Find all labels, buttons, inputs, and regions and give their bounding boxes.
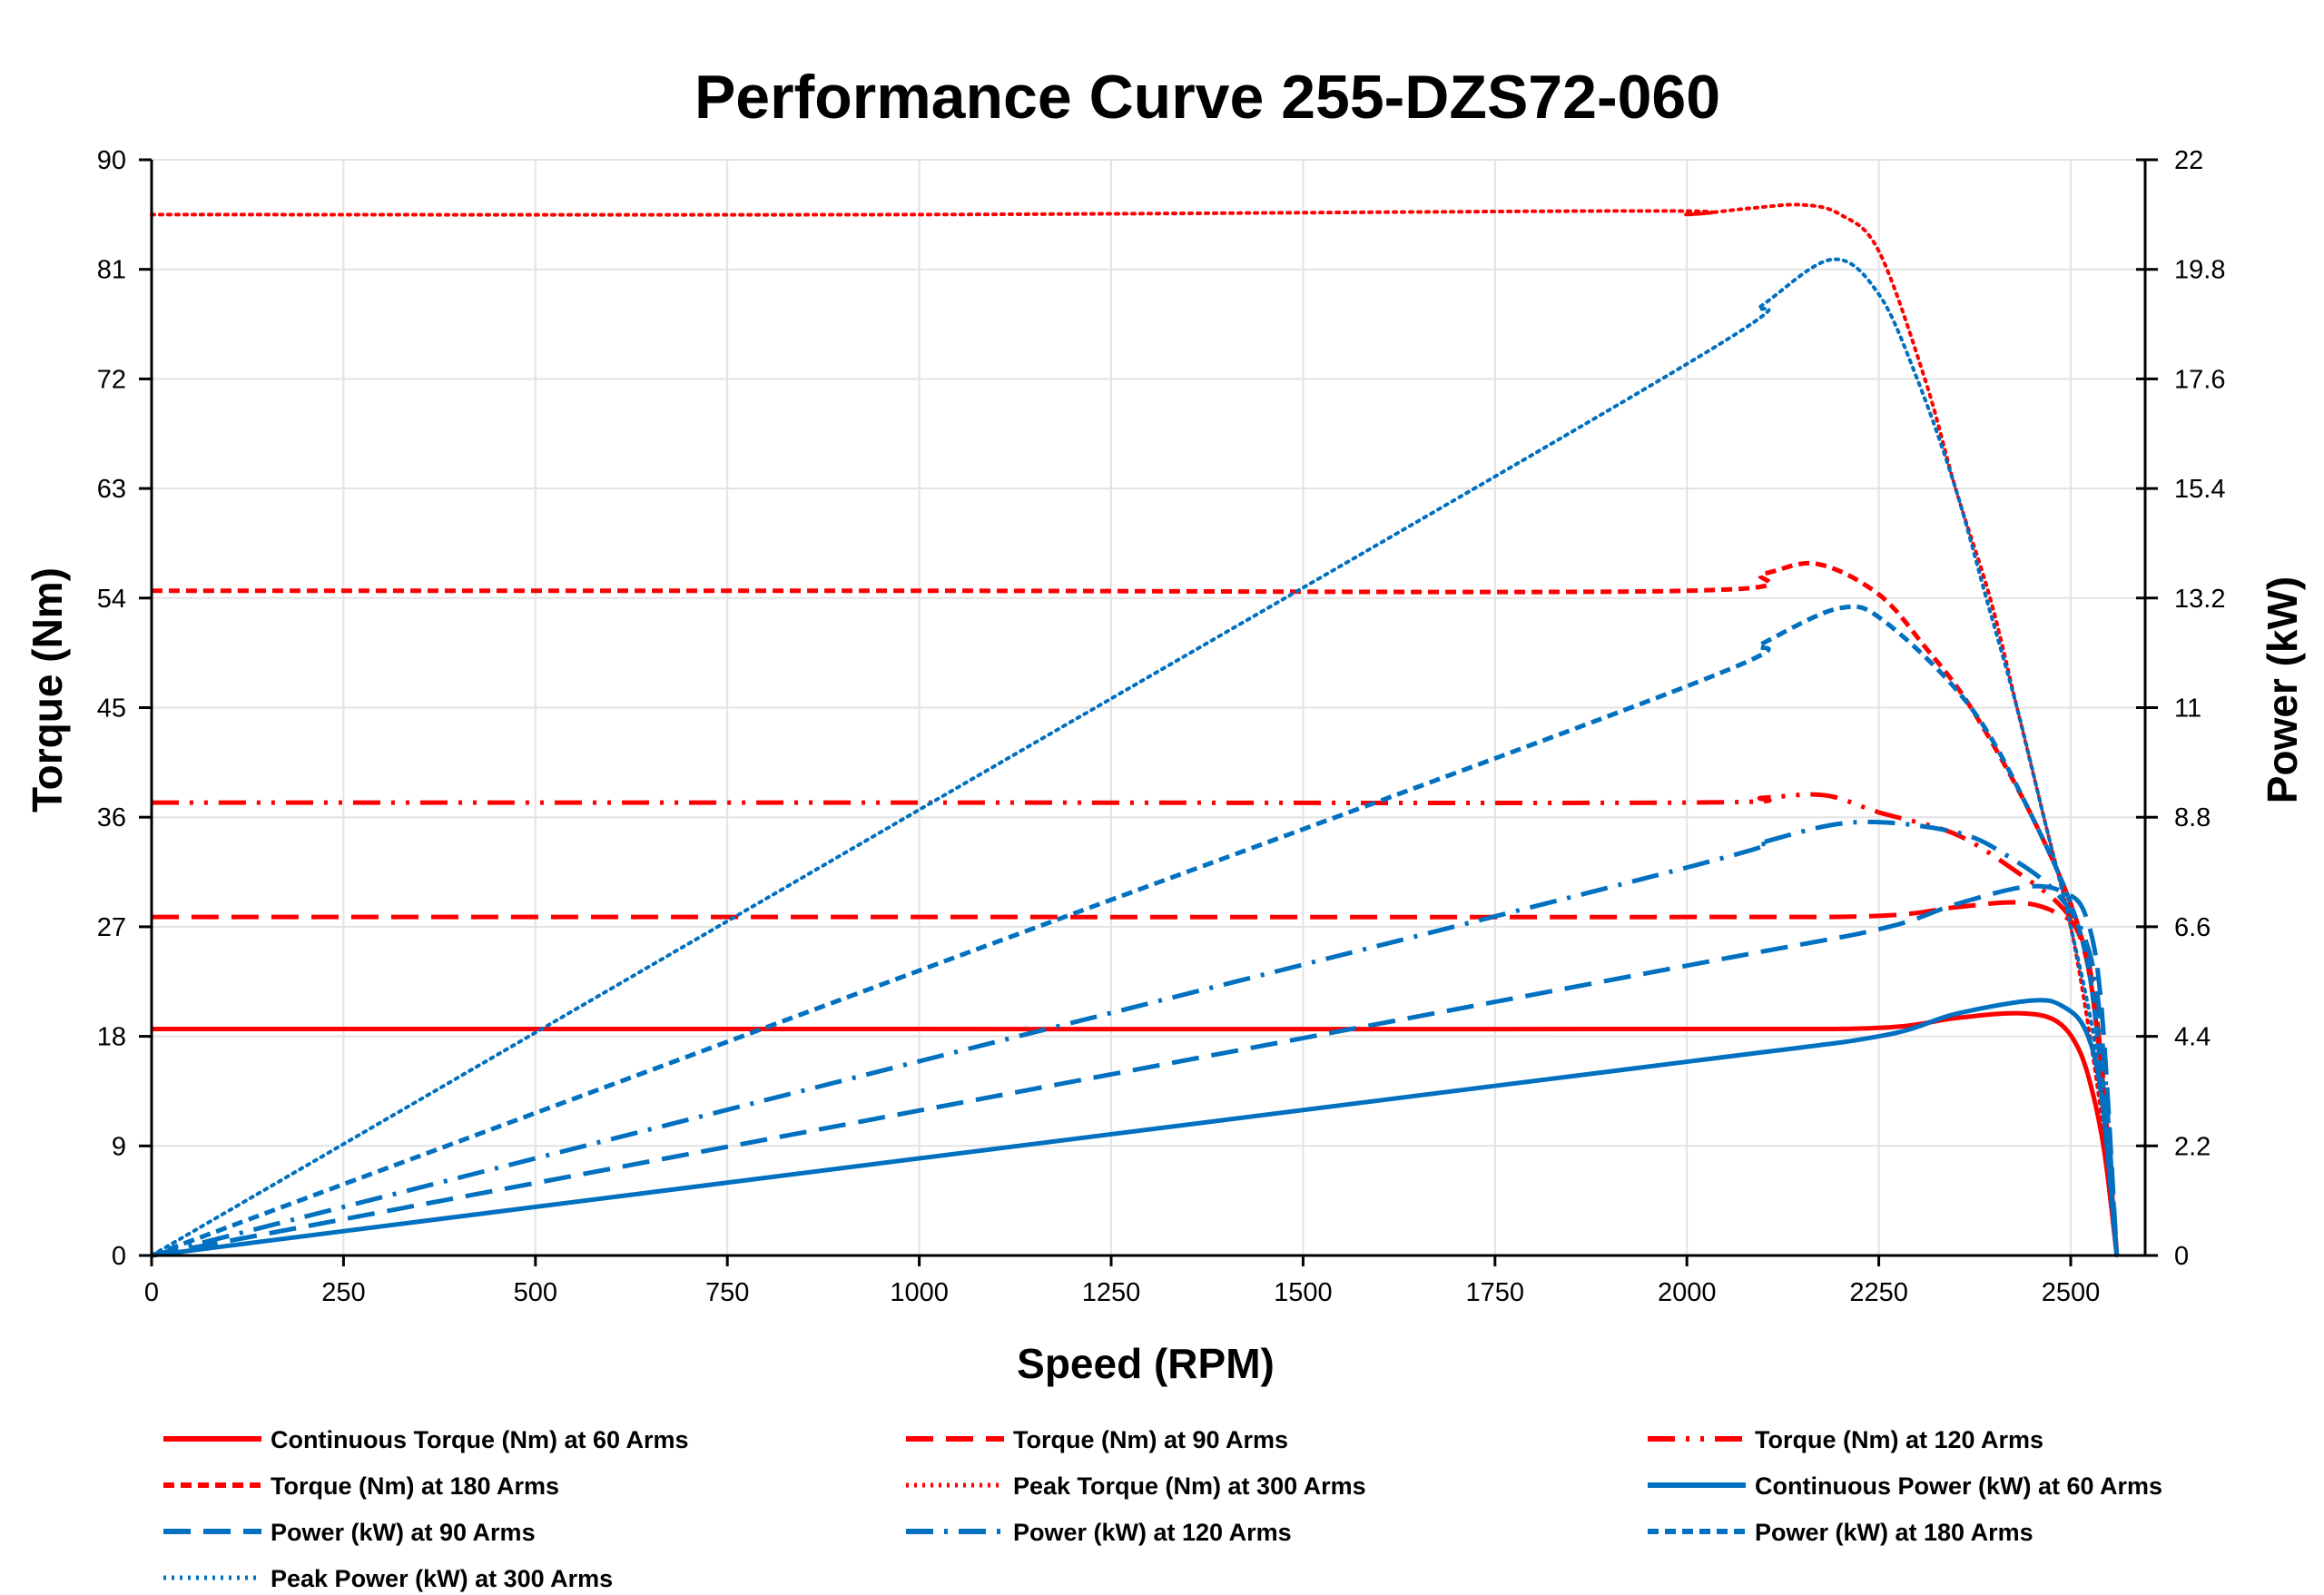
curves xyxy=(150,202,2120,1258)
series-continuous-power-kw-at-60-arms xyxy=(151,998,2120,1258)
y-tick-label: 18 xyxy=(97,1023,126,1052)
y2-axis-title: Power (kW) xyxy=(2259,576,2306,803)
x-tick-label: 1500 xyxy=(1274,1278,1333,1307)
x-tick-label: 1250 xyxy=(1082,1278,1141,1307)
y-tick-label: 0 xyxy=(112,1242,126,1271)
x-tick-label: 2000 xyxy=(1658,1278,1717,1307)
y2-tick-label: 0 xyxy=(2174,1242,2189,1271)
y-axis-title: Torque (Nm) xyxy=(24,567,71,812)
y2-tick-label: 2.2 xyxy=(2174,1132,2211,1161)
legend-label-peak-torque-nm-at-300-arms: Peak Torque (Nm) at 300 Arms xyxy=(1013,1472,1366,1500)
series-torque-nm-at-120-arms xyxy=(152,792,2120,1256)
y-tick-label: 54 xyxy=(97,585,126,614)
legend-label-continuous-power-kw-at-60-arms: Continuous Power (kW) at 60 Arms xyxy=(1755,1472,2162,1500)
legend-label-power-kw-at-90-arms: Power (kW) at 90 Arms xyxy=(271,1519,536,1546)
legend-label-peak-power-kw-at-300-arms: Peak Power (kW) at 300 Arms xyxy=(271,1565,613,1592)
series-continuous-torque-nm-at-60-arms xyxy=(151,1010,2120,1256)
y2-tick-label: 13.2 xyxy=(2174,585,2225,614)
y2-tick-label: 6.6 xyxy=(2174,913,2211,942)
series-power-kw-at-90-arms xyxy=(151,883,2120,1258)
x-tick-label: 250 xyxy=(321,1278,365,1307)
y2-tick-label: 15.4 xyxy=(2174,475,2225,504)
x-tick-label: 2500 xyxy=(2042,1278,2101,1307)
x-tick-label: 500 xyxy=(514,1278,557,1307)
series-peak-power-kw-at-300-arms xyxy=(150,257,2119,1257)
legend-label-torque-nm-at-120-arms: Torque (Nm) at 120 Arms xyxy=(1755,1426,2043,1453)
legend-label-continuous-torque-nm-at-60-arms: Continuous Torque (Nm) at 60 Arms xyxy=(271,1426,689,1453)
y-tick-label: 9 xyxy=(112,1132,126,1161)
y-tick-label: 27 xyxy=(97,913,126,942)
y-tick-label: 90 xyxy=(97,146,126,175)
y-tick-label: 45 xyxy=(97,694,126,724)
y-tick-label: 72 xyxy=(97,365,126,394)
legend-label-torque-nm-at-180-arms: Torque (Nm) at 180 Arms xyxy=(271,1472,559,1500)
x-tick-label: 2250 xyxy=(1849,1278,1908,1307)
y-tick-label: 36 xyxy=(97,803,126,832)
y2-tick-label: 22 xyxy=(2174,146,2203,175)
series-power-kw-at-180-arms xyxy=(151,604,2120,1258)
y2-tick-label: 17.6 xyxy=(2174,365,2225,394)
series-torque-nm-at-180-arms xyxy=(151,560,2120,1256)
y2-tick-label: 4.4 xyxy=(2174,1023,2211,1052)
x-tick-label: 1000 xyxy=(890,1278,949,1307)
chart-title: Performance Curve 255-DZS72-060 xyxy=(694,63,1720,132)
series-peak-torque-nm-at-300-arms xyxy=(150,202,2119,1257)
grid xyxy=(152,159,2145,1255)
axes: 0 250 500 750 1000 1250 1500 1750 2000 2250 2500 0 9… xyxy=(97,146,2226,1307)
series-torque-nm-at-90-arms xyxy=(152,900,2120,1256)
y-tick-label: 63 xyxy=(97,475,126,504)
legend-label-power-kw-at-120-arms: Power (kW) at 120 Arms xyxy=(1013,1519,1292,1546)
y2-tick-label: 11 xyxy=(2174,694,2201,724)
series-power-kw-at-120-arms xyxy=(151,819,2120,1258)
x-axis-title: Speed (RPM) xyxy=(1017,1340,1275,1387)
y2-tick-label: 8.8 xyxy=(2174,803,2211,832)
legend: Continuous Torque (Nm) at 60 Arms Torque … xyxy=(163,1426,2162,1592)
legend-label-power-kw-at-180-arms: Power (kW) at 180 Arms xyxy=(1755,1519,2034,1546)
x-tick-label: 1750 xyxy=(1466,1278,1525,1307)
x-tick-label: 750 xyxy=(705,1278,749,1307)
y-tick-label: 81 xyxy=(97,256,126,285)
legend-label-torque-nm-at-90-arms: Torque (Nm) at 90 Arms xyxy=(1013,1426,1288,1453)
y2-tick-label: 19.8 xyxy=(2174,256,2225,285)
x-tick-label: 0 xyxy=(144,1278,159,1307)
